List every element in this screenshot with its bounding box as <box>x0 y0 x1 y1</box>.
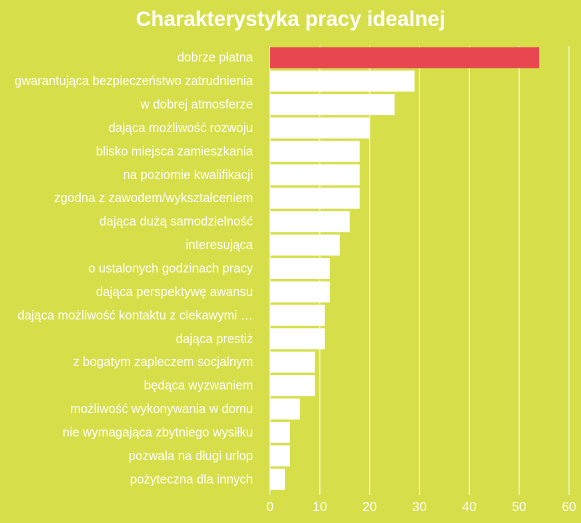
bar[interactable] <box>270 117 370 139</box>
category-label: zgodna z zawodem/wykształceniem <box>54 191 253 205</box>
category-label: dająca perspektywę awansu <box>96 285 253 299</box>
category-label: z bogatym zapleczem socjalnym <box>73 355 253 369</box>
bar[interactable] <box>270 94 395 116</box>
category-label: na poziomie kwalifikacji <box>123 168 253 182</box>
category-label: możliwość wykonywania w domu <box>70 402 253 416</box>
bar[interactable] <box>270 398 300 420</box>
category-label: gwarantująca bezpieczeństwo zatrudnienia <box>15 74 253 88</box>
bar[interactable] <box>270 164 360 186</box>
bar[interactable] <box>270 70 415 92</box>
x-tick-label: 40 <box>462 499 476 514</box>
x-tick-label: 60 <box>562 499 576 514</box>
bar[interactable] <box>270 468 285 490</box>
bar[interactable] <box>270 375 315 397</box>
category-label: dająca prestiż <box>176 332 253 346</box>
bars <box>270 47 540 490</box>
chart-title: Charakterystyka pracy idealnej <box>135 8 446 31</box>
bar[interactable] <box>270 211 350 233</box>
category-label: interesująca <box>186 238 253 252</box>
bar[interactable] <box>270 445 290 467</box>
x-axis-ticks: 0 10 20 30 40 50 60 <box>266 499 576 514</box>
category-label: blisko miejsca zamieszkania <box>96 144 253 158</box>
x-tick-label: 10 <box>313 499 327 514</box>
bar-highlighted[interactable] <box>270 47 540 69</box>
category-label: pozwala na długi urlop <box>129 449 253 463</box>
category-label: nie wymagająca zbytniego wysiłku <box>63 425 253 439</box>
bar[interactable] <box>270 304 325 326</box>
x-tick-label: 0 <box>266 499 273 514</box>
bar[interactable] <box>270 421 290 443</box>
category-label: dająca możliwość rozwoju <box>108 121 253 135</box>
category-label: w dobrej atmosferze <box>139 98 253 112</box>
category-label: dobrze płatna <box>177 51 253 65</box>
category-label: pożyteczna dla innych <box>130 472 253 486</box>
category-label: dająca dużą samodzielność <box>99 215 253 229</box>
category-label: dająca możliwość kontaktu z ciekawymi … <box>18 308 254 322</box>
bar[interactable] <box>270 234 340 256</box>
bar[interactable] <box>270 187 360 209</box>
category-label: o ustalonych godzinach pracy <box>88 261 253 275</box>
bar[interactable] <box>270 140 360 162</box>
x-tick-label: 50 <box>512 499 526 514</box>
x-tick-label: 30 <box>412 499 426 514</box>
bar[interactable] <box>270 351 315 373</box>
bar[interactable] <box>270 328 325 350</box>
bar[interactable] <box>270 257 330 279</box>
category-labels: dobrze płatna gwarantująca bezpieczeństwo… <box>15 51 254 487</box>
x-tick-label: 20 <box>362 499 376 514</box>
bar[interactable] <box>270 281 330 303</box>
category-label: będąca wyzwaniem <box>144 379 253 393</box>
